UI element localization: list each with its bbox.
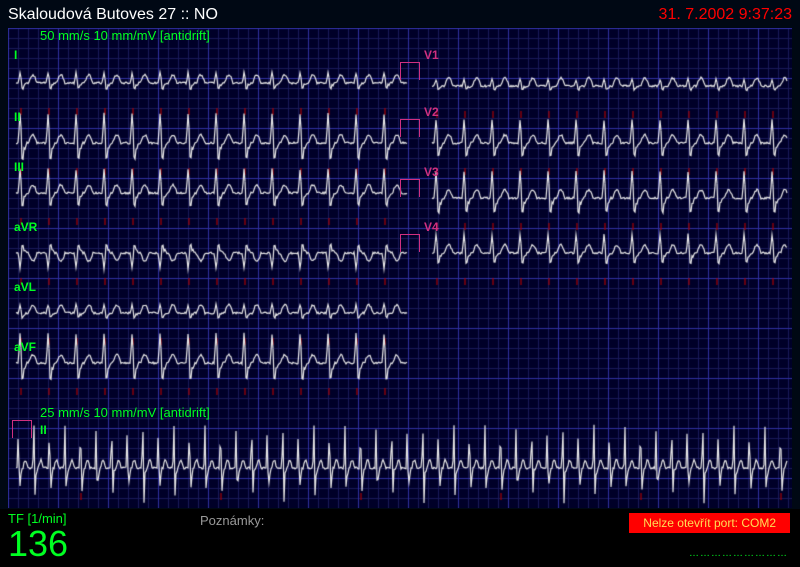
ecg-display	[8, 28, 792, 508]
waveform-canvas	[8, 28, 792, 508]
calibration-pulse-rhythm	[12, 420, 32, 438]
lead-label-II: II	[14, 110, 21, 124]
lead-label-V2: V2	[424, 105, 439, 119]
lead-label-V4: V4	[424, 220, 439, 234]
calibration-pulse-V2	[400, 119, 420, 137]
lead-label-aVL: aVL	[14, 280, 36, 294]
progress-dots: ………………………	[689, 548, 788, 559]
timestamp: 31. 7.2002 9:37:23	[659, 6, 792, 24]
lead-label-rhythm: II	[40, 423, 47, 437]
lead-label-aVR: aVR	[14, 220, 37, 234]
footer-bar: TF [1/min] 136 Poznámky: Nelze otevřít p…	[0, 509, 800, 567]
lead-label-V1: V1	[424, 48, 439, 62]
notes-label: Poznámky:	[200, 513, 264, 528]
lead-label-aVF: aVF	[14, 340, 36, 354]
patient-title: Skaloudová Butoves 27 :: NO	[8, 6, 218, 24]
calibration-pulse-V4	[400, 234, 420, 252]
lead-label-V3: V3	[424, 165, 439, 179]
lead-label-I: I	[14, 48, 17, 62]
lead-label-III: III	[14, 160, 24, 174]
calibration-pulse-V3	[400, 179, 420, 197]
settings-rhythm: 25 mm/s 10 mm/mV [antidrift]	[40, 405, 210, 420]
heart-rate-value: 136	[8, 523, 68, 565]
header-bar: Skaloudová Butoves 27 :: NO 31. 7.2002 9…	[8, 4, 792, 26]
settings-top: 50 mm/s 10 mm/mV [antidrift]	[40, 28, 210, 43]
calibration-pulse-V1	[400, 62, 420, 80]
error-message: Nelze otevřít port: COM2	[629, 513, 790, 533]
